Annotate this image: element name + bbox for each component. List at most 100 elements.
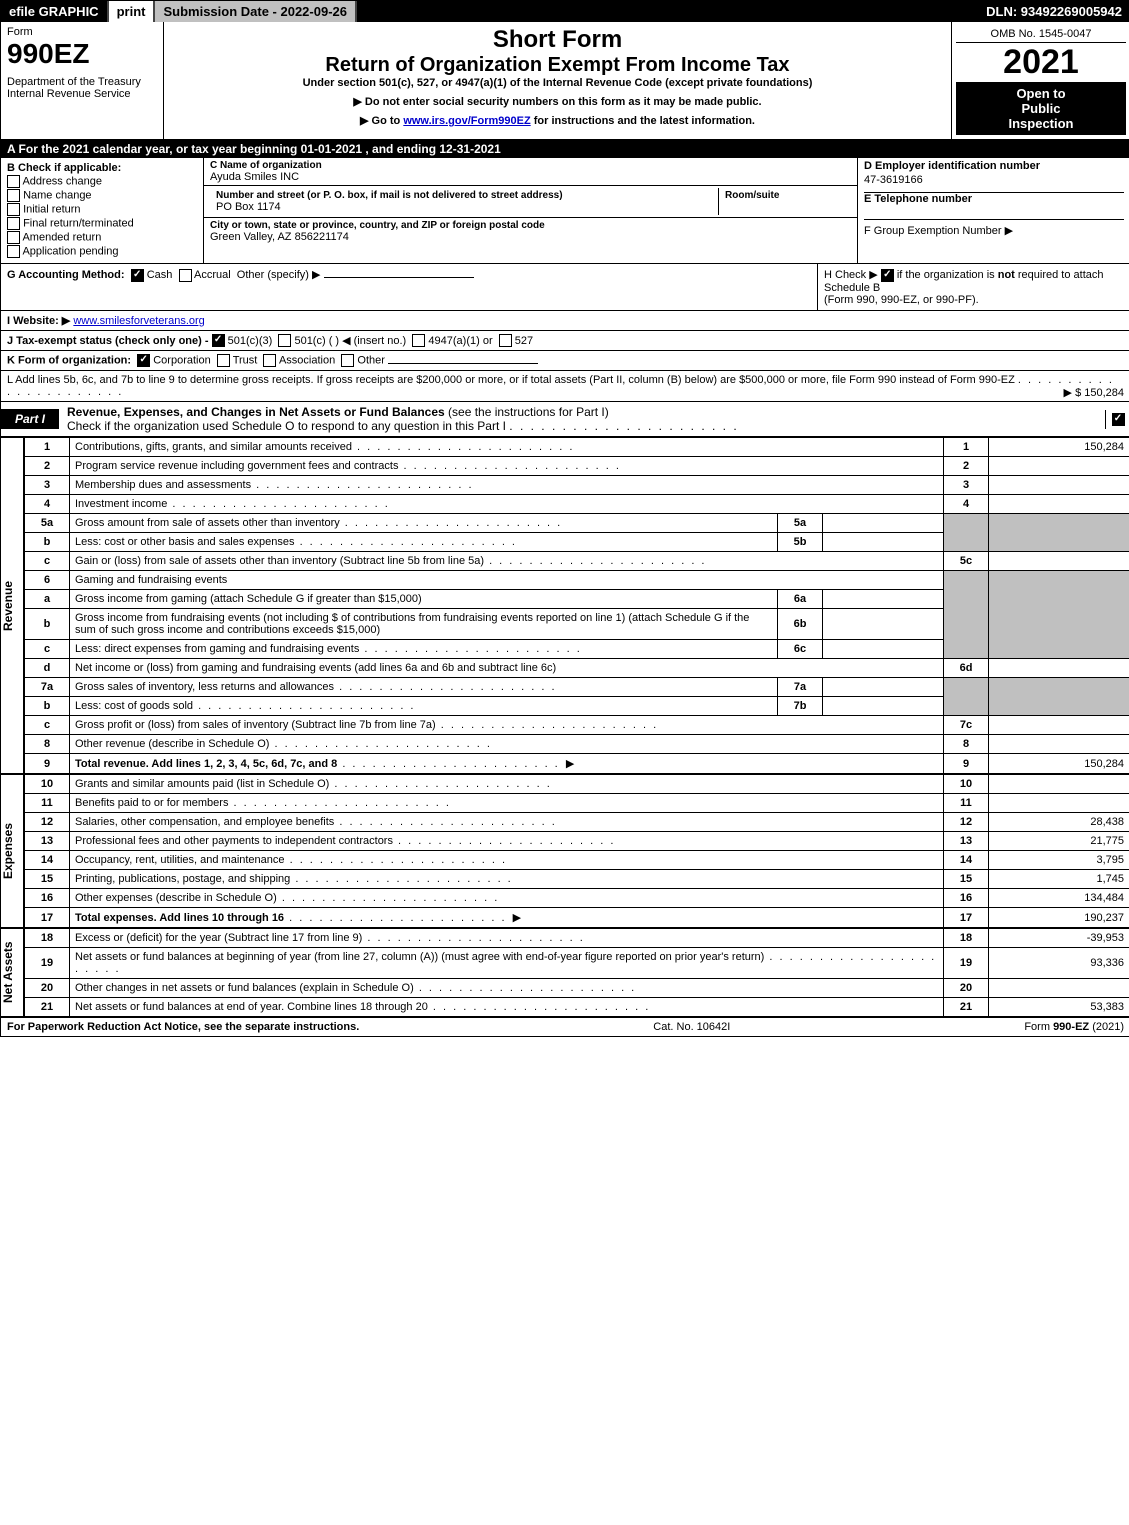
line-num: d (25, 659, 70, 678)
shade-cell (944, 514, 989, 552)
line-rnum: 3 (944, 476, 989, 495)
line-num: 19 (25, 948, 70, 979)
dots-icon (269, 738, 491, 750)
website-link[interactable]: www.smilesforveterans.org (73, 315, 204, 327)
line-rnum: 11 (944, 794, 989, 813)
line-num: c (25, 640, 70, 659)
dots-icon (362, 932, 584, 944)
dots-icon (167, 498, 389, 510)
line-desc: Investment income (70, 495, 944, 514)
chk-initial-return[interactable]: Initial return (7, 203, 197, 216)
table-row: 10Grants and similar amounts paid (list … (25, 775, 1129, 794)
checkbox-icon (7, 245, 20, 258)
opt-final-return: Final return/terminated (23, 217, 134, 229)
header-center: Short Form Return of Organization Exempt… (164, 22, 952, 139)
line-num: 12 (25, 813, 70, 832)
line-rnum: 9 (944, 754, 989, 774)
table-row: 18Excess or (deficit) for the year (Subt… (25, 929, 1129, 948)
line-num: 4 (25, 495, 70, 514)
footer-right: Form 990-EZ (2021) (1024, 1021, 1124, 1033)
shade-cell (944, 571, 989, 659)
dots-icon (334, 681, 556, 693)
other-org-input[interactable] (388, 363, 538, 364)
line-desc: Other expenses (describe in Schedule O) (70, 889, 944, 908)
tel-label: E Telephone number (864, 193, 1124, 205)
line-value (989, 495, 1129, 514)
table-row: 13Professional fees and other payments t… (25, 832, 1129, 851)
line-num: 7a (25, 678, 70, 697)
line-value (989, 476, 1129, 495)
dots-icon (484, 555, 706, 567)
expenses-section: Expenses 10Grants and similar amounts pa… (1, 774, 1129, 928)
line-rnum: 6d (944, 659, 989, 678)
line-value (989, 716, 1129, 735)
chk-schedule-b[interactable] (881, 269, 894, 282)
line-desc: Less: direct expenses from gaming and fu… (70, 640, 778, 659)
chk-address-change[interactable]: Address change (7, 175, 197, 188)
table-row: cGross profit or (loss) from sales of in… (25, 716, 1129, 735)
line-num: c (25, 552, 70, 571)
expenses-table: 10Grants and similar amounts paid (list … (24, 774, 1129, 928)
revenue-table: 1Contributions, gifts, grants, and simil… (24, 437, 1129, 774)
part-i-checkbox[interactable] (1105, 410, 1129, 429)
chk-name-change[interactable]: Name change (7, 189, 197, 202)
chk-corporation[interactable] (137, 354, 150, 367)
table-row: 14Occupancy, rent, utilities, and mainte… (25, 851, 1129, 870)
inner-num: 6a (778, 590, 823, 609)
line-desc: Benefits paid to or for members (70, 794, 944, 813)
expenses-side-label: Expenses (1, 774, 24, 928)
open-line-3: Inspection (960, 116, 1122, 131)
chk-501c[interactable] (278, 334, 291, 347)
chk-527[interactable] (499, 334, 512, 347)
line-rnum: 15 (944, 870, 989, 889)
chk-501c3[interactable] (212, 334, 225, 347)
tel-value (864, 205, 1124, 220)
line-desc: Gain or (loss) from sale of assets other… (70, 552, 944, 571)
table-row: 15Printing, publications, postage, and s… (25, 870, 1129, 889)
print-button[interactable]: print (109, 1, 156, 22)
table-row: 21Net assets or fund balances at end of … (25, 998, 1129, 1017)
line-value: 1,745 (989, 870, 1129, 889)
dots-icon (295, 536, 517, 548)
row-gh: G Accounting Method: Cash Accrual Other … (1, 264, 1129, 311)
net-assets-table: 18Excess or (deficit) for the year (Subt… (24, 928, 1129, 1017)
table-row: 5aGross amount from sale of assets other… (25, 514, 1129, 533)
chk-final-return[interactable]: Final return/terminated (7, 217, 197, 230)
line-rnum: 21 (944, 998, 989, 1017)
chk-trust[interactable] (217, 354, 230, 367)
chk-application-pending[interactable]: Application pending (7, 245, 197, 258)
table-row: 6Gaming and fundraising events (25, 571, 1129, 590)
b-label: B Check if applicable: (7, 162, 197, 174)
chk-accrual[interactable] (179, 269, 192, 282)
dots-icon (436, 719, 658, 731)
line-rnum: 2 (944, 457, 989, 476)
irs-link[interactable]: www.irs.gov/Form990EZ (403, 115, 530, 127)
opt-amended-return: Amended return (22, 231, 101, 243)
line-num: b (25, 697, 70, 716)
line-desc: Less: cost or other basis and sales expe… (70, 533, 778, 552)
other-specify-input[interactable] (324, 277, 474, 278)
inner-num: 6b (778, 609, 823, 640)
part-i-desc: Revenue, Expenses, and Changes in Net As… (59, 402, 1105, 436)
chk-other-org[interactable] (341, 354, 354, 367)
chk-4947[interactable] (412, 334, 425, 347)
chk-cash[interactable] (131, 269, 144, 282)
table-row: 7aGross sales of inventory, less returns… (25, 678, 1129, 697)
header-left: Form 990EZ Department of the Treasury In… (1, 22, 164, 139)
line-rnum: 7c (944, 716, 989, 735)
line-num: 15 (25, 870, 70, 889)
line-num: b (25, 533, 70, 552)
inner-val (823, 678, 944, 697)
line-desc: Gross amount from sale of assets other t… (70, 514, 778, 533)
line-num: 13 (25, 832, 70, 851)
row-a-tax-year: A For the 2021 calendar year, or tax yea… (1, 140, 1129, 158)
shade-cell (944, 678, 989, 716)
h-schedule-b: H Check ▶ if the organization is not req… (817, 264, 1129, 310)
table-row: 8Other revenue (describe in Schedule O)8 (25, 735, 1129, 754)
chk-amended-return[interactable]: Amended return (7, 231, 197, 244)
dots-icon (340, 517, 562, 529)
h-not: not (998, 269, 1015, 281)
chk-association[interactable] (263, 354, 276, 367)
line-value: 93,336 (989, 948, 1129, 979)
line-desc: Other revenue (describe in Schedule O) (70, 735, 944, 754)
